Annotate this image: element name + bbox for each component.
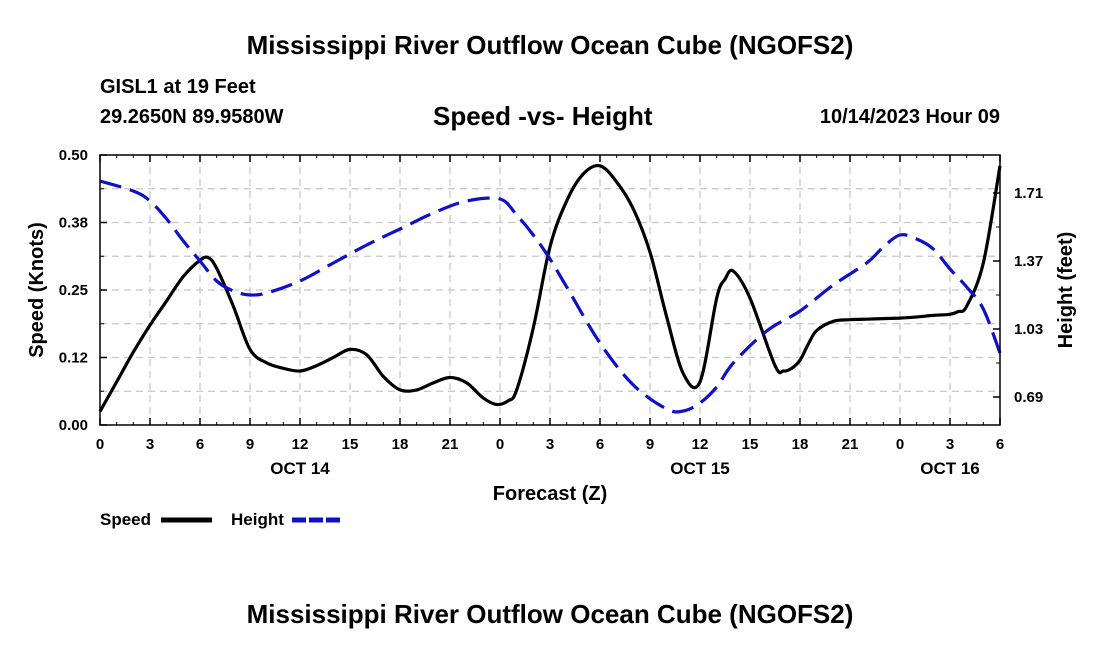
station-coordinates: 29.2650N 89.9580W xyxy=(100,106,284,128)
x-tick-label: 6 xyxy=(196,436,204,453)
station-label: GISL1 at 19 Feet xyxy=(100,76,256,98)
x-tick-label: 3 xyxy=(946,436,954,453)
series-line-height xyxy=(99,179,1002,414)
y2-tick-label: 1.71 xyxy=(1014,185,1043,202)
chart-subtitle: Speed -vs- Height xyxy=(433,101,653,131)
x-tick-label: 21 xyxy=(442,436,459,453)
legend: Speed Height xyxy=(100,510,343,529)
y-tick-label: 0.50 xyxy=(59,147,88,164)
x-tick-label: 21 xyxy=(842,436,859,453)
y-axis-label: Speed (Knots) xyxy=(26,222,48,358)
series-group xyxy=(98,163,1002,414)
x-tick-label: 12 xyxy=(292,436,309,453)
y2-tick-label: 0.69 xyxy=(1014,389,1043,406)
x-tick-label: 6 xyxy=(596,436,604,453)
x-axis-label: Forecast (Z) xyxy=(493,483,607,505)
chart-title: Mississippi River Outflow Ocean Cube (NG… xyxy=(246,30,854,60)
y-tick-label: 0.00 xyxy=(59,417,88,434)
y2-axis-label: Height (feet) xyxy=(1055,232,1077,349)
x-tick-label: 3 xyxy=(146,436,154,453)
x-tick-label: 3 xyxy=(546,436,554,453)
x-tick-label: 15 xyxy=(342,436,359,453)
date-label: OCT 14 xyxy=(270,459,330,478)
grid xyxy=(100,155,1000,425)
y-tick-label: 0.38 xyxy=(59,215,88,232)
x-tick-label: 0 xyxy=(96,436,104,453)
y-tick-label: 0.25 xyxy=(59,282,88,299)
legend-speed-label: Speed xyxy=(100,510,151,529)
x-tick-label: 9 xyxy=(246,436,254,453)
x-tick-label: 12 xyxy=(692,436,709,453)
date-label: OCT 15 xyxy=(670,459,730,478)
x-tick-label: 0 xyxy=(896,436,904,453)
x-tick-label: 0 xyxy=(496,436,504,453)
series-line-speed xyxy=(98,163,1002,413)
y2-tick-label: 1.03 xyxy=(1014,321,1043,338)
legend-height-label: Height xyxy=(231,510,284,529)
x-tick-label: 6 xyxy=(996,436,1004,453)
x-tick-label: 15 xyxy=(742,436,759,453)
x-tick-label: 9 xyxy=(646,436,654,453)
date-label: OCT 16 xyxy=(920,459,980,478)
footer-title: Mississippi River Outflow Ocean Cube (NG… xyxy=(246,599,854,629)
x-tick-label: 18 xyxy=(792,436,809,453)
y2-tick-label: 1.37 xyxy=(1014,253,1043,270)
forecast-datetime: 10/14/2023 Hour 09 xyxy=(819,106,1000,128)
y-tick-label: 0.12 xyxy=(59,350,88,367)
axis-ticks: 0 3 6 9 12 15 18 21 0 3 6 9 12 15 18 21 0 3 6 OCT 14 OCT 15 O… xyxy=(59,147,1043,478)
x-tick-label: 18 xyxy=(392,436,409,453)
